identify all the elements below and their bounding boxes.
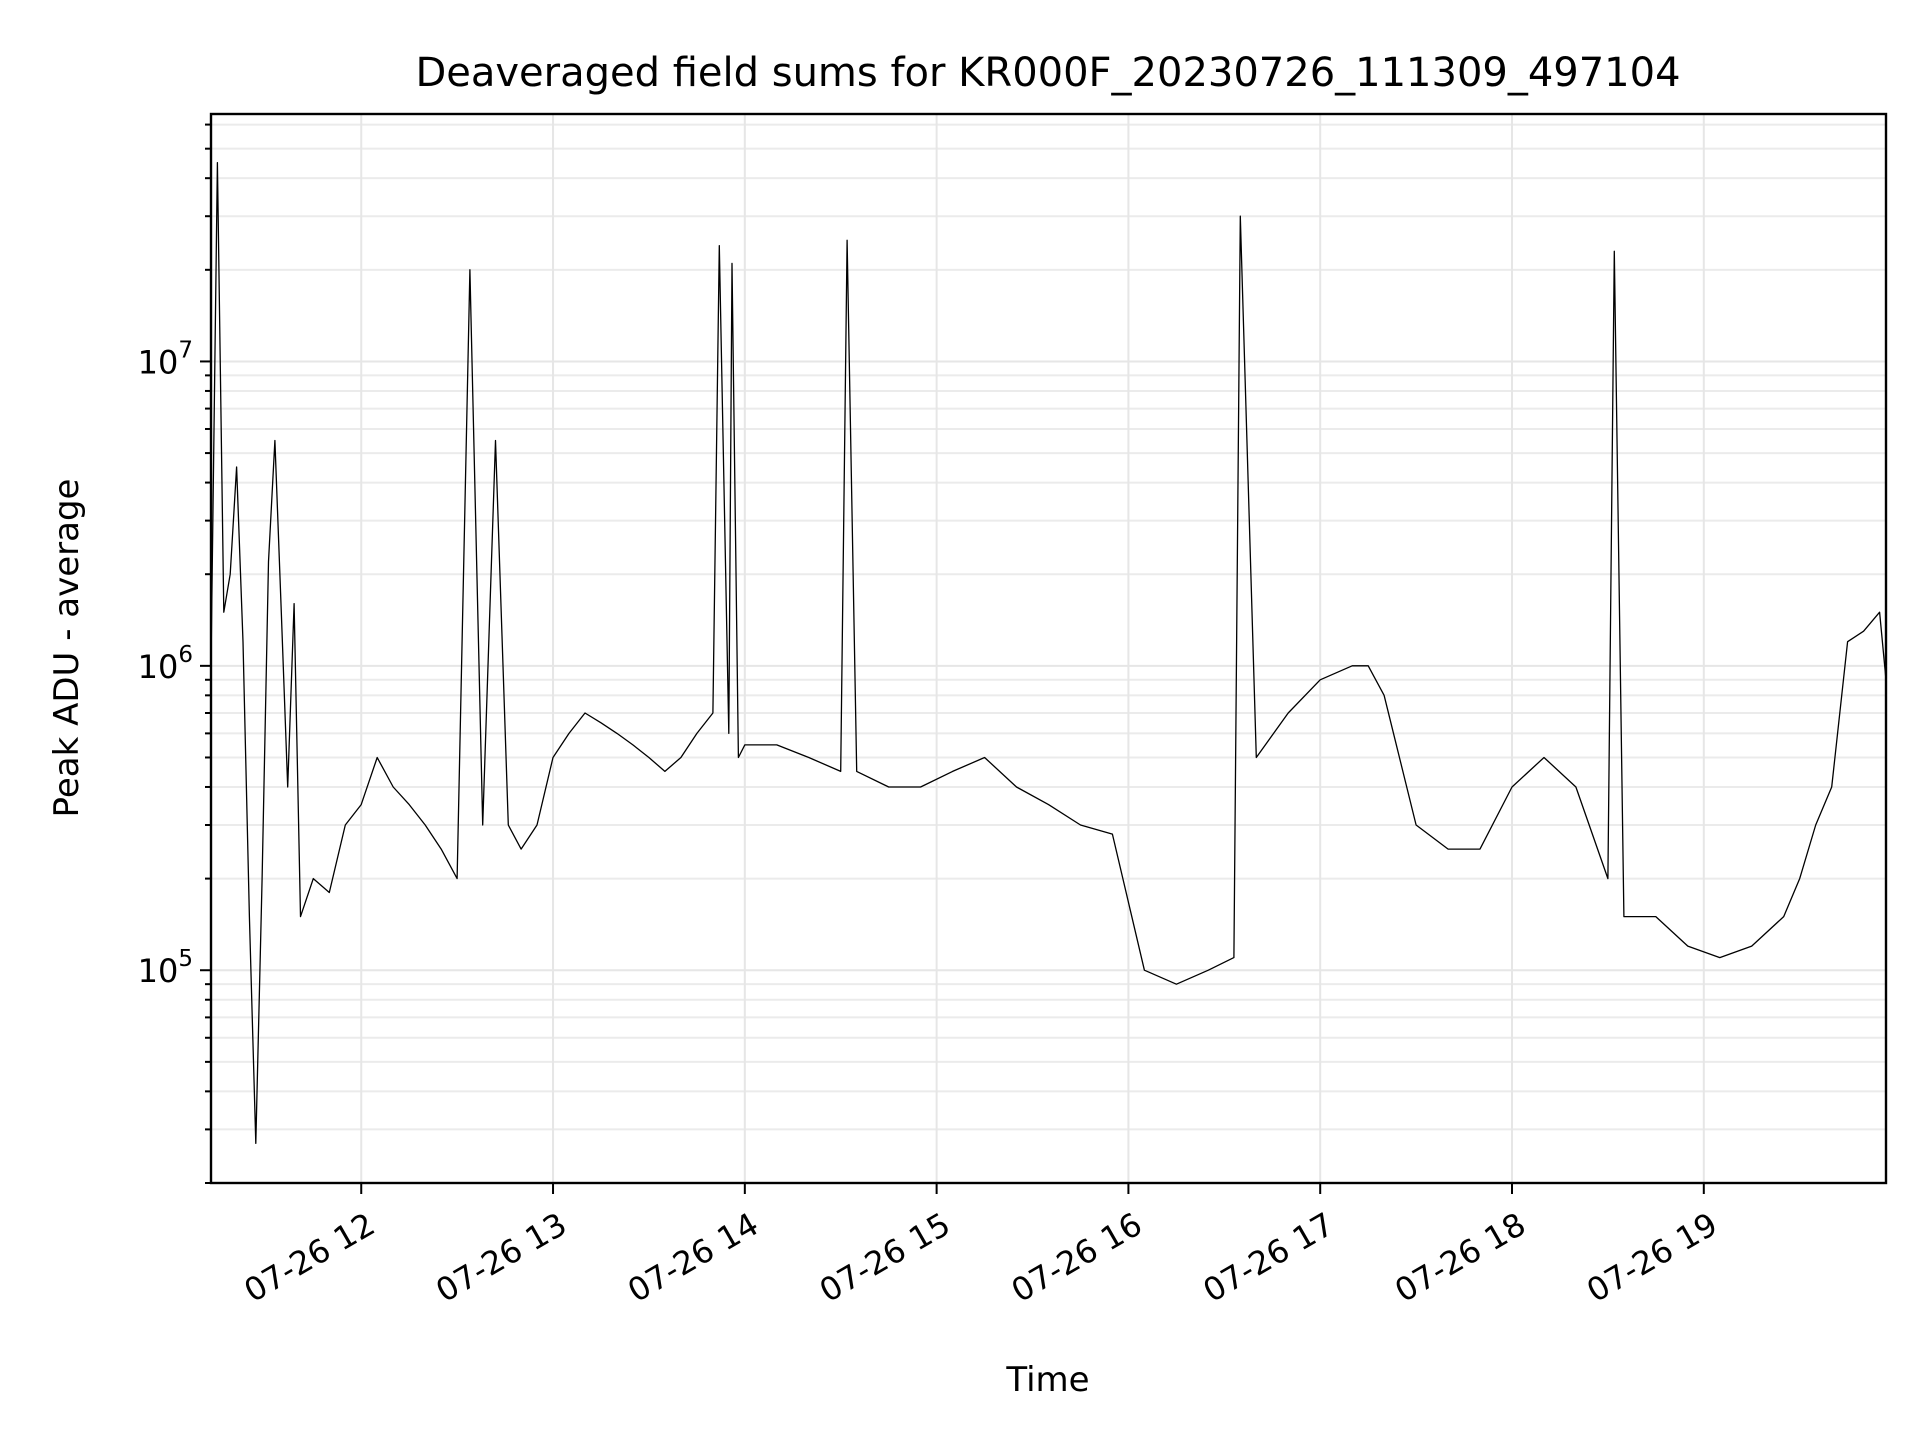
y-tick-label: 107 [138,337,193,381]
plot-frame [209,112,1888,1185]
x-tick-label: 07-26 19 [1580,1205,1724,1310]
x-tick-label: 07-26 14 [621,1205,765,1310]
y-axis-label: Peak ADU - average [47,479,87,818]
x-tick-label: 07-26 16 [1005,1205,1149,1310]
series-line [210,161,1887,1144]
x-axis-label: Time [1005,1360,1089,1400]
y-tick-label: 105 [138,946,193,990]
x-tick-label: 07-26 18 [1388,1205,1532,1310]
y-tick-label: 106 [138,642,193,686]
series-layer [210,161,1887,1144]
chart-title: Deaveraged field sums for KR000F_2023072… [415,50,1680,96]
x-axis: 07-26 12 07-26 13 07-26 14 07-26 15 07-26 16… [238,1183,1724,1310]
grid [211,114,1886,1184]
x-tick-label: 07-26 15 [813,1205,957,1310]
x-tick-label: 07-26 12 [238,1205,382,1310]
x-tick-label: 07-26 13 [429,1205,573,1310]
x-tick-label: 07-26 17 [1197,1205,1341,1310]
y-axis: 105 106 107 [138,123,211,1184]
